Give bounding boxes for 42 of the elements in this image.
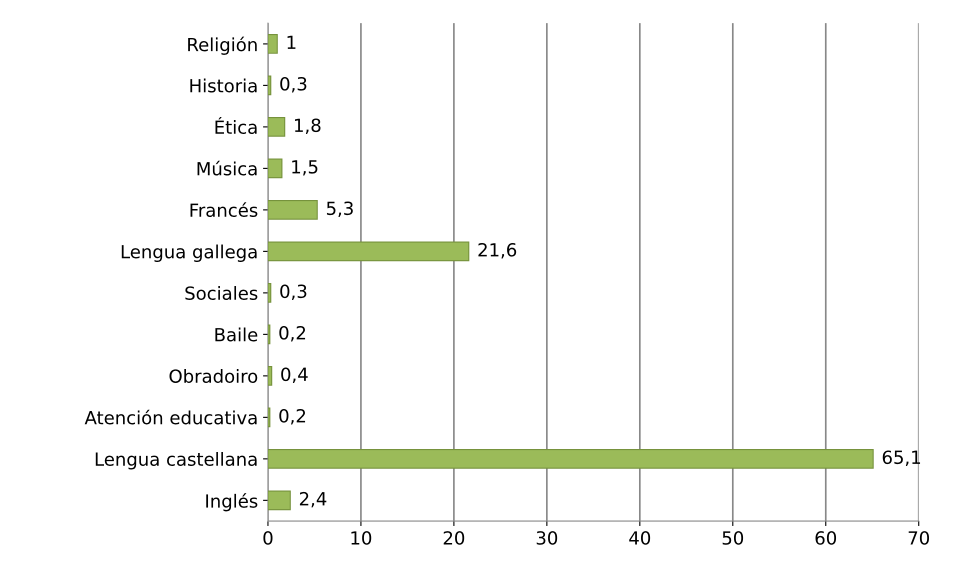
bar <box>268 366 272 386</box>
data-label: 21,6 <box>478 242 516 258</box>
y-tick-label: Lengua gallega <box>122 244 257 262</box>
y-tick-label: Religión <box>188 36 257 55</box>
data-label: 1,5 <box>292 160 318 176</box>
data-label: 5,3 <box>326 201 353 217</box>
data-label: 2,4 <box>300 492 326 508</box>
data-label: 0,3 <box>280 284 306 300</box>
x-tick-label: 0 <box>263 531 273 545</box>
y-tick-label: Música <box>198 160 257 176</box>
bar <box>268 200 318 220</box>
bar <box>268 241 470 262</box>
y-tick-label: Historia <box>190 78 257 93</box>
y-tick-label: Sociales <box>185 286 258 300</box>
data-label: 0,2 <box>279 408 306 424</box>
y-tick-label: Ética <box>216 117 257 134</box>
data-label: 0,2 <box>279 326 306 342</box>
x-tick-label: 40 <box>629 531 650 545</box>
y-tick-label: Lengua castellana <box>96 452 257 470</box>
x-tick-label: 20 <box>444 531 464 545</box>
y-tick-label: Baile <box>215 328 258 342</box>
bar <box>268 34 278 54</box>
x-tick-label: 50 <box>722 531 744 545</box>
x-tick-label: 10 <box>351 531 372 545</box>
data-label: 1 <box>288 36 296 49</box>
data-label: 65,1 <box>882 450 920 466</box>
bar <box>268 117 286 137</box>
data-label: 0,4 <box>281 367 308 383</box>
bar <box>268 490 291 510</box>
x-tick-label: 30 <box>536 531 558 545</box>
y-tick-label: Inglés <box>206 493 258 512</box>
y-tick-label: Atención educativa <box>84 410 257 424</box>
bar <box>268 158 282 178</box>
y-tick-label: Obradoiro <box>170 369 258 383</box>
bar <box>268 76 272 96</box>
x-tick-label: 70 <box>908 531 930 545</box>
data-label: 1,8 <box>295 118 321 134</box>
bar <box>268 282 272 303</box>
x-tick-label: 60 <box>816 531 836 545</box>
y-tick-label: Francés <box>190 202 258 218</box>
bar <box>268 448 874 469</box>
data-label: 0,3 <box>280 76 306 92</box>
